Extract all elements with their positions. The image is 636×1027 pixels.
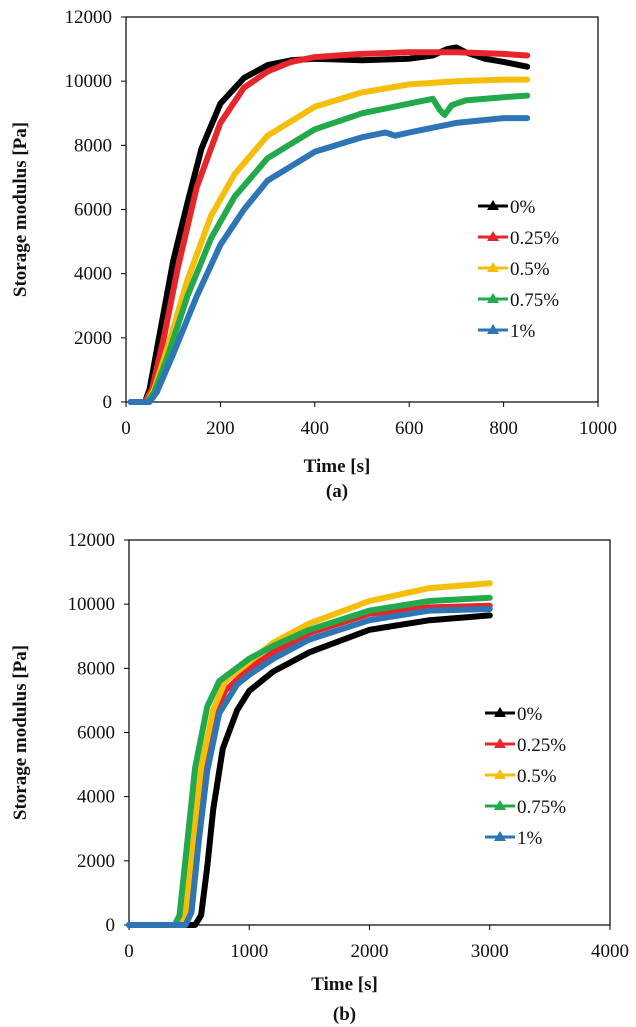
legend-label: 1% (517, 828, 543, 849)
legend-marker-triangle (494, 738, 506, 748)
x-tick-label: 800 (489, 418, 518, 439)
x-tick-label: 1000 (579, 418, 617, 439)
legend-marker-triangle (487, 293, 499, 303)
legend-marker-triangle (487, 324, 499, 334)
x-axis-label: Time [s] (311, 974, 378, 995)
series-line-0-75pct (127, 92, 531, 405)
y-tick-label: 0 (106, 915, 116, 936)
series-line-0pct (126, 612, 493, 928)
series-line-0-25pct (127, 49, 531, 405)
series-line-0-5pct (127, 76, 531, 405)
legend-marker-triangle (494, 769, 506, 779)
x-tick-label: 600 (395, 418, 424, 439)
chart-panel-a: 0 2000 4000 6000 8000 10000 12000 0 200 400 600 800… (10, 7, 617, 502)
y-tick-label: 12000 (65, 7, 113, 28)
legend-label: 0.5% (517, 766, 557, 787)
legend-label: 1% (510, 321, 536, 342)
x-tick-label: 2000 (351, 941, 389, 962)
legend-label: 0% (517, 704, 543, 725)
series-line-1pct (126, 606, 493, 928)
y-tick-label: 4000 (77, 787, 115, 808)
x-axis-label: Time [s] (304, 456, 371, 477)
x-tick-label: 400 (301, 418, 330, 439)
y-tick-label: 2000 (74, 328, 112, 349)
y-tick-label: 2000 (77, 851, 115, 872)
series-line-1pct (127, 115, 531, 405)
x-tick-label: 4000 (591, 941, 629, 962)
y-tick-label: 12000 (68, 530, 116, 551)
legend-label: 0.75% (517, 797, 566, 818)
legend-marker-triangle (487, 231, 499, 241)
legend-label: 0.25% (510, 228, 559, 249)
series-line-0-5pct (126, 580, 493, 928)
y-tick-label: 6000 (74, 200, 112, 221)
y-tick-label: 8000 (77, 658, 115, 679)
y-tick-label: 8000 (74, 135, 112, 156)
y-axis-label: Storage modulus [Pa] (10, 122, 31, 297)
x-tick-label: 0 (124, 941, 134, 962)
y-tick-label: 10000 (68, 594, 116, 615)
x-tick-label: 0 (121, 418, 131, 439)
y-tick-label: 6000 (77, 723, 115, 744)
legend-label: 0.75% (510, 290, 559, 311)
legend-label: 0.25% (517, 735, 566, 756)
chart-panel-b: 0 2000 4000 6000 8000 10000 12000 0 1000 2000 3000… (10, 530, 629, 1025)
y-tick-label: 4000 (74, 264, 112, 285)
series-line-0-75pct (126, 594, 493, 928)
x-tick-label: 3000 (471, 941, 509, 962)
x-tick-label: 1000 (230, 941, 268, 962)
legend-label: 0.5% (510, 259, 550, 280)
x-tick-label: 200 (206, 418, 235, 439)
legend-marker-triangle (494, 707, 506, 717)
legend-marker-triangle (494, 800, 506, 810)
legend-marker-triangle (487, 262, 499, 272)
panel-caption: (b) (333, 1004, 356, 1025)
y-tick-label: 10000 (65, 71, 113, 92)
legend-marker-triangle (494, 831, 506, 841)
y-tick-label: 0 (103, 392, 113, 413)
legend-marker-triangle (487, 200, 499, 210)
panel-caption: (a) (326, 481, 348, 502)
legend-label: 0% (510, 197, 536, 218)
y-axis-label: Storage modulus [Pa] (10, 645, 31, 820)
